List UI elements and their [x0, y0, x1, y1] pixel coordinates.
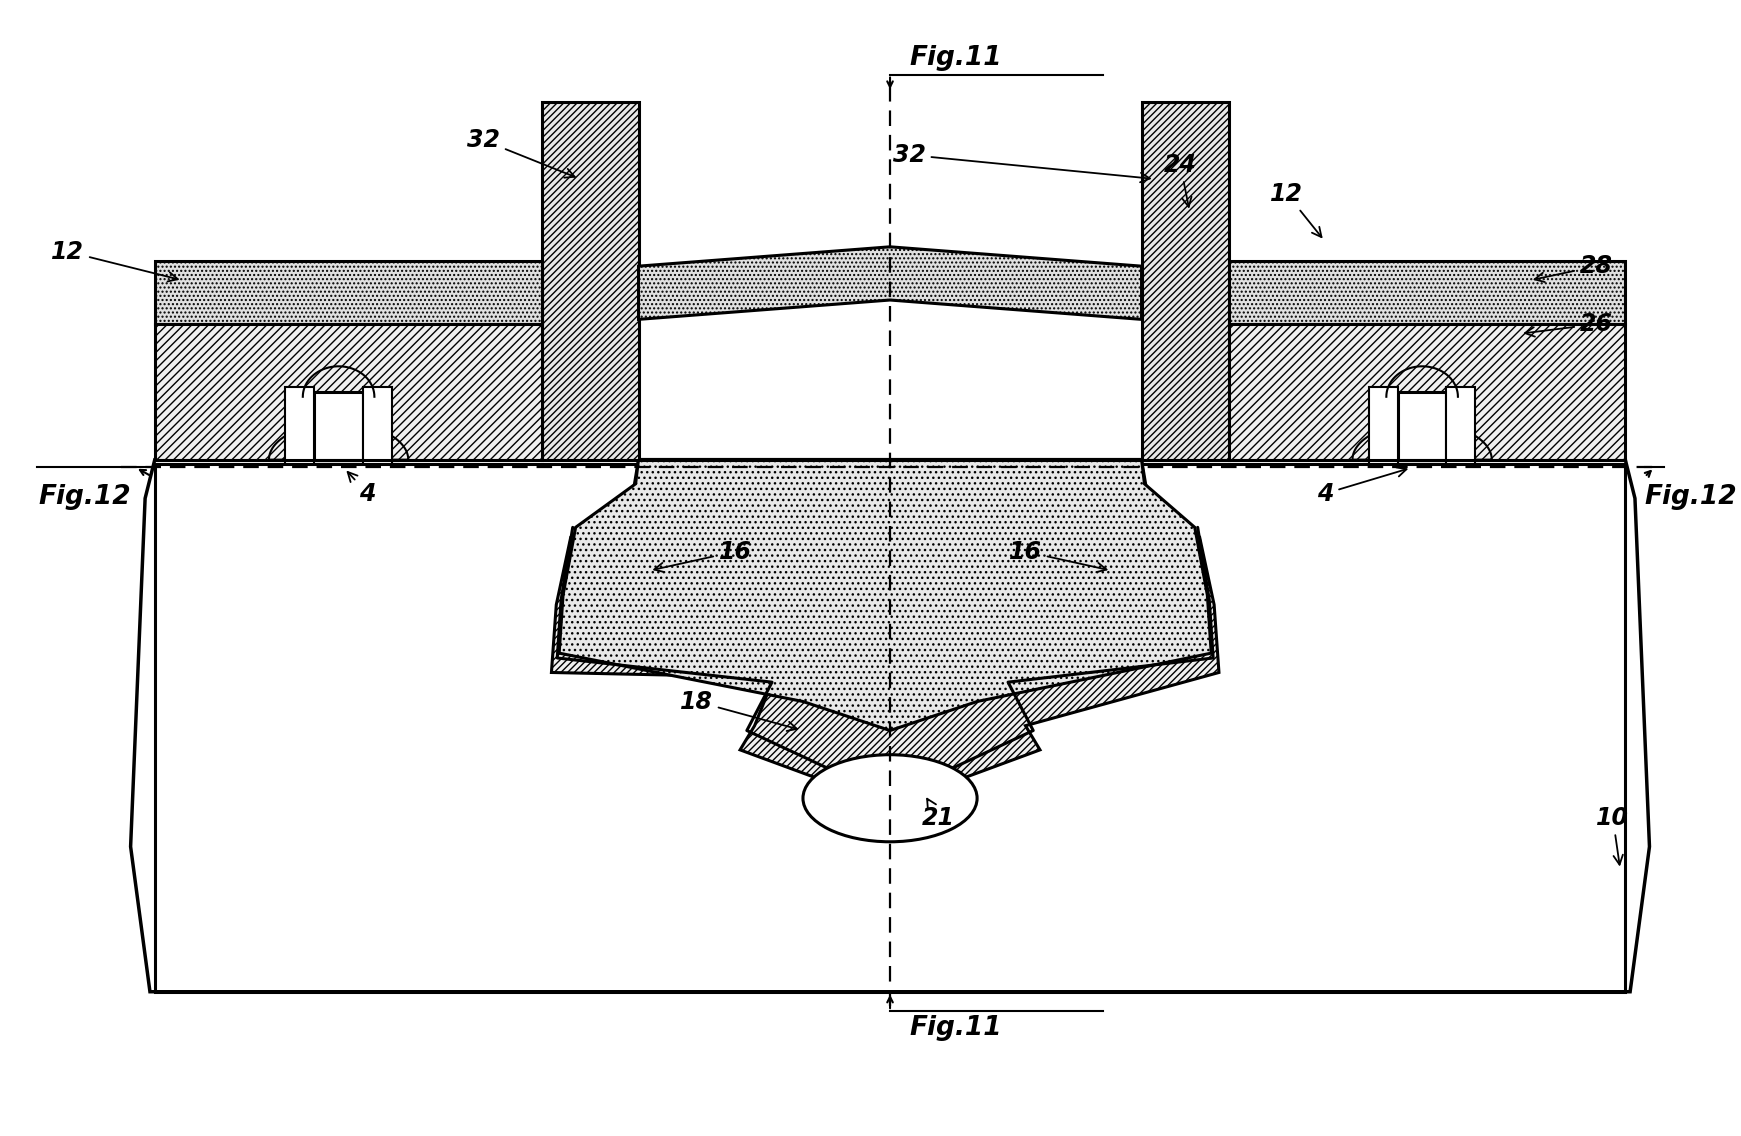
Polygon shape [1353, 423, 1492, 460]
Polygon shape [155, 261, 541, 324]
Text: Fig.11: Fig.11 [909, 1014, 1003, 1041]
Polygon shape [268, 423, 407, 460]
Text: 24: 24 [1163, 152, 1196, 207]
Ellipse shape [803, 754, 977, 842]
Text: 21: 21 [923, 799, 954, 829]
Polygon shape [639, 247, 1142, 319]
Text: 4: 4 [1318, 467, 1407, 506]
Text: 32: 32 [467, 128, 575, 177]
Text: 12: 12 [1271, 182, 1321, 237]
Text: 16: 16 [1010, 540, 1107, 573]
Polygon shape [559, 460, 1212, 730]
Text: Fig.11: Fig.11 [909, 44, 1003, 70]
Polygon shape [286, 387, 315, 465]
Text: 26: 26 [1525, 312, 1612, 336]
Polygon shape [155, 324, 541, 460]
Text: 18: 18 [681, 690, 797, 730]
Text: 28: 28 [1534, 254, 1612, 282]
Polygon shape [1368, 387, 1398, 465]
Polygon shape [315, 392, 362, 460]
Polygon shape [541, 102, 639, 460]
Polygon shape [362, 387, 392, 465]
Polygon shape [1229, 261, 1626, 324]
Text: 12: 12 [50, 240, 178, 282]
Text: Fig.12: Fig.12 [1645, 484, 1738, 510]
Text: 4: 4 [348, 471, 376, 506]
Polygon shape [1398, 392, 1447, 460]
Text: 16: 16 [655, 540, 752, 573]
Text: 32: 32 [893, 143, 1149, 182]
Polygon shape [1447, 387, 1475, 465]
Polygon shape [1229, 324, 1626, 460]
Polygon shape [150, 460, 1630, 992]
Text: Fig.12: Fig.12 [38, 484, 131, 510]
Polygon shape [1142, 102, 1229, 460]
Polygon shape [552, 460, 1219, 799]
Text: 10: 10 [1596, 805, 1630, 864]
Polygon shape [155, 465, 1626, 992]
